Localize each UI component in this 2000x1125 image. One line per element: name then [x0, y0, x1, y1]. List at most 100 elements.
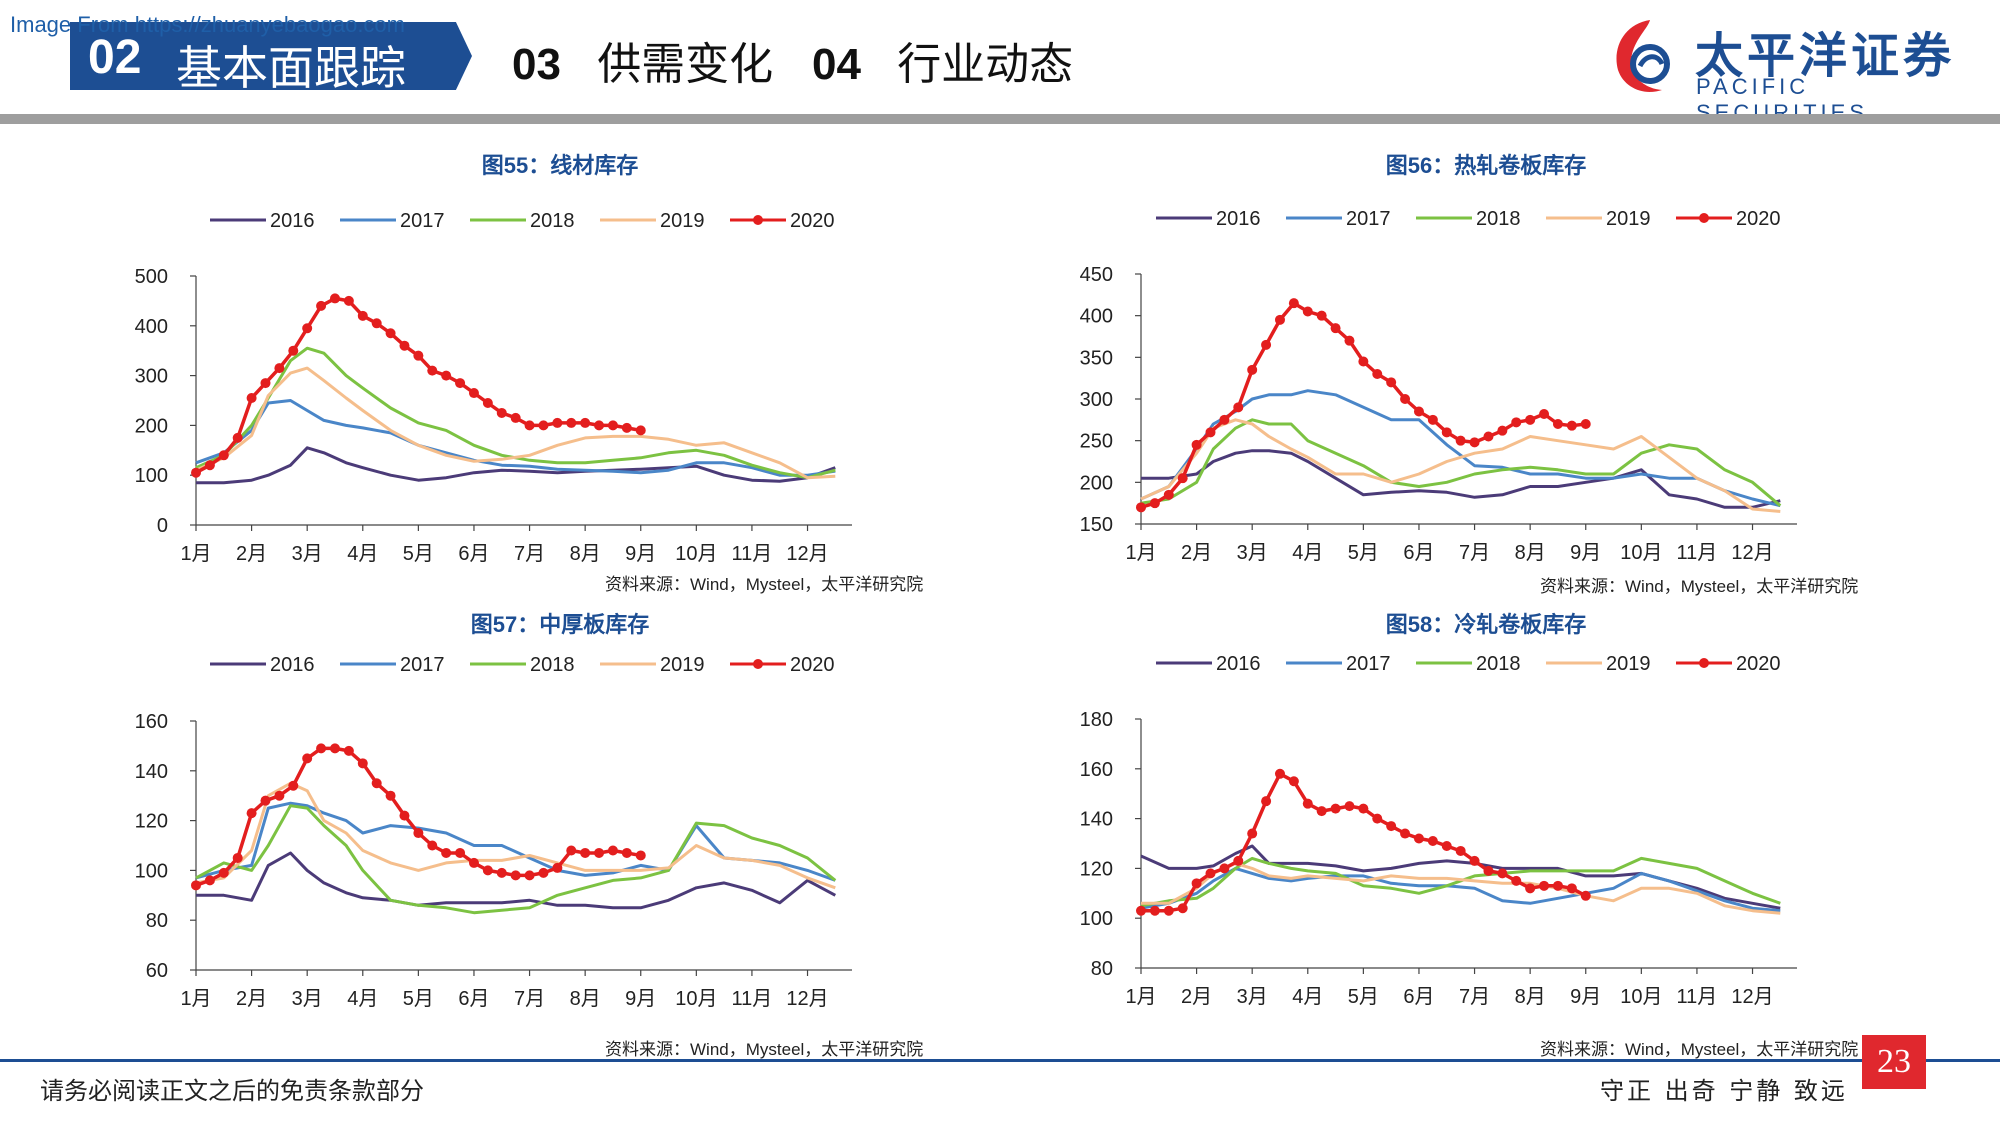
data-point-2020	[455, 378, 466, 389]
y-tick-label: 200	[1080, 472, 1113, 494]
legend-label-2018: 2018	[1476, 208, 1521, 230]
series-line-2016	[196, 851, 837, 910]
legend-label-2016: 2016	[1216, 208, 1261, 230]
data-point-2020	[552, 862, 563, 873]
data-point-2020	[1205, 868, 1216, 879]
data-point-2020	[1205, 427, 1216, 438]
source-note-56: 资料来源：Wind，Mysteel，太平洋研究院	[1540, 577, 1859, 596]
data-point-2020	[1386, 821, 1397, 832]
data-point-2020	[204, 460, 215, 471]
nav-04-number: 04	[812, 40, 861, 89]
series-line-2019	[195, 366, 836, 480]
data-point-2020	[316, 743, 327, 754]
x-tick-label: 2月	[236, 988, 267, 1010]
page-number: 23	[1862, 1035, 1926, 1089]
data-point-2020	[1302, 798, 1313, 809]
legend-label-2020: 2020	[1736, 653, 1781, 675]
data-point-2020	[1149, 905, 1160, 916]
x-tick-label: 8月	[570, 988, 601, 1010]
y-tick-label: 140	[135, 761, 168, 783]
legend-label-2019: 2019	[660, 654, 705, 676]
series-line-2017	[1140, 866, 1781, 913]
data-point-2020	[232, 432, 243, 443]
data-point-2020	[1400, 828, 1411, 839]
data-point-2020	[455, 847, 466, 858]
data-point-2020	[371, 318, 382, 329]
data-point-2020	[594, 847, 605, 858]
data-point-2020	[482, 397, 493, 408]
data-point-2020	[1288, 298, 1299, 309]
y-tick-label: 100	[135, 860, 168, 882]
data-point-2020	[1497, 868, 1508, 879]
data-point-2020	[1316, 310, 1327, 321]
data-point-2020	[1136, 502, 1146, 513]
data-point-2020	[1580, 419, 1591, 429]
nav-03-number: 03	[512, 40, 561, 89]
data-point-2020	[1177, 903, 1188, 914]
data-point-2020	[288, 780, 299, 791]
data-point-2020	[232, 852, 243, 863]
x-tick-label: 9月	[1570, 986, 1601, 1008]
chart-title-56: 图56：热轧卷板库存	[1385, 153, 1587, 178]
section-tag: 02 基本面跟踪	[70, 22, 472, 90]
data-point-2020	[607, 420, 618, 431]
data-point-2020	[1191, 439, 1202, 450]
x-tick-label: 5月	[1348, 542, 1379, 564]
data-point-2020	[1441, 840, 1452, 851]
x-tick-label: 8月	[570, 543, 601, 565]
x-tick-label: 11月	[1677, 986, 1718, 1008]
data-point-2020	[1525, 883, 1536, 894]
legend-label-2017: 2017	[1346, 208, 1391, 230]
data-point-2020	[204, 875, 215, 886]
x-tick-label: 1月	[180, 543, 211, 565]
series-line-2018	[1140, 418, 1782, 507]
legend-marker-2020	[1699, 213, 1709, 223]
data-point-2020	[1372, 813, 1383, 824]
y-tick-label: 180	[1080, 709, 1113, 731]
data-point-2020	[1219, 863, 1230, 874]
y-tick-label: 120	[135, 811, 168, 833]
x-tick-label: 7月	[514, 543, 545, 565]
nav-section-03[interactable]: 03 供需变化	[512, 28, 773, 92]
data-point-2020	[621, 847, 632, 858]
data-point-2020	[1566, 420, 1577, 431]
data-point-2020	[1400, 394, 1411, 404]
data-point-2020	[191, 467, 201, 478]
data-point-2020	[1511, 875, 1522, 886]
data-point-2020	[343, 745, 354, 756]
data-point-2020	[1136, 905, 1146, 916]
x-tick-label: 9月	[1570, 542, 1601, 564]
series-line-2019	[1140, 418, 1781, 513]
legend-marker-2020	[753, 215, 763, 225]
x-tick-label: 8月	[1515, 986, 1546, 1008]
x-tick-label: 1月	[180, 988, 211, 1010]
data-point-2020	[413, 828, 424, 839]
legend-label-2019: 2019	[1606, 208, 1651, 230]
data-point-2020	[1233, 855, 1244, 866]
series-line-2018	[195, 804, 837, 915]
data-point-2020	[1163, 905, 1174, 916]
data-point-2020	[510, 870, 521, 881]
data-point-2020	[566, 417, 577, 428]
x-tick-label: 10月	[1620, 542, 1662, 564]
y-tick-label: 0	[157, 515, 168, 537]
data-point-2020	[1497, 425, 1508, 436]
chart-title-57: 图57：中厚板库存	[470, 612, 650, 637]
x-tick-label: 8月	[1515, 542, 1546, 564]
data-point-2020	[468, 388, 479, 399]
data-point-2020	[1219, 414, 1230, 425]
header-divider	[0, 114, 2000, 124]
watermark-text: Image From https://zhuanyebaogao.com	[10, 12, 405, 37]
data-point-2020	[524, 420, 535, 431]
nav-section-04[interactable]: 04 行业动态	[812, 28, 1073, 92]
y-tick-label: 80	[1091, 958, 1113, 980]
data-point-2020	[1274, 314, 1285, 325]
x-tick-label: 3月	[292, 543, 323, 565]
data-point-2020	[1191, 878, 1202, 889]
x-tick-label: 7月	[1459, 986, 1490, 1008]
section-title: 基本面跟踪	[176, 42, 406, 94]
y-tick-label: 150	[1080, 514, 1113, 536]
data-point-2020	[357, 758, 368, 769]
data-point-2020	[580, 417, 591, 428]
logo-chinese-name: 太平洋证券	[1695, 30, 1956, 83]
